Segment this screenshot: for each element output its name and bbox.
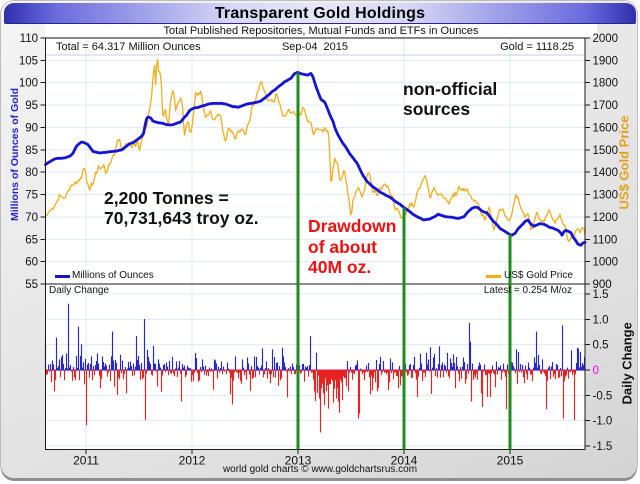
right-axis-tick-label: 1300 bbox=[593, 190, 619, 202]
left-axis-tick-label: 55 bbox=[25, 279, 38, 291]
left-axis-title: Millions of Ounces of Gold bbox=[9, 87, 21, 221]
left-axis-tick-label: 65 bbox=[25, 234, 38, 246]
daily-change-panel-label: Daily Change bbox=[49, 285, 110, 296]
window-title: Transparent Gold Holdings bbox=[214, 5, 426, 22]
chart-footer: world gold charts © www.goldchartsrus.co… bbox=[222, 464, 418, 475]
daily-change-axis-title: Daily Change bbox=[619, 321, 635, 404]
daily-change-bars bbox=[44, 303, 586, 433]
left-axis-tick-label: 60 bbox=[25, 257, 38, 269]
gold-price-readout: Gold = 1118.25 bbox=[500, 41, 574, 53]
left-axis-tick-label: 110 bbox=[20, 33, 38, 45]
right-axis-tick-label: 2000 bbox=[593, 33, 619, 45]
right-axis-title: US$ Gold Price bbox=[616, 115, 632, 209]
daily-change-tick-label: 0 bbox=[593, 365, 599, 377]
drawdown-annotation: Drawdown of about 40M oz. bbox=[308, 216, 396, 278]
ounces-legend-swatch bbox=[55, 275, 70, 278]
daily-change-tick-label: -1.5 bbox=[593, 441, 613, 453]
right-axis-tick-label: 1500 bbox=[593, 145, 619, 157]
right-axis-tick-label: 1600 bbox=[593, 122, 619, 134]
right-axis-tick-label: 1200 bbox=[593, 212, 619, 224]
right-axis-tick-label: 1800 bbox=[593, 78, 619, 90]
gold-legend-swatch bbox=[486, 275, 501, 278]
right-axis-tick-label: 1100 bbox=[593, 234, 618, 246]
right-axis-tick-label: 1900 bbox=[593, 55, 619, 67]
last-date-readout: Sep-04 2015 bbox=[281, 41, 349, 53]
axes-and-ticks: 55 60 65 70 75 80 85 90 95 100 105 110 900 1000 1100 12… bbox=[19, 33, 618, 468]
daily-change-tick-label: 1.5 bbox=[593, 289, 609, 301]
left-axis-tick-label: 80 bbox=[25, 167, 38, 179]
left-axis-tick-label: 105 bbox=[19, 55, 38, 67]
subtitle-band bbox=[45, 24, 597, 37]
ounces-legend-label: Millions of Ounces bbox=[72, 270, 154, 281]
right-axis-tick-label: 1700 bbox=[593, 100, 619, 112]
tonnes-annotation-line1: 2,200 Tonnes = bbox=[104, 187, 229, 208]
drawdown-annotation-line2: of about bbox=[308, 236, 378, 257]
right-axis-tick-label: 1400 bbox=[593, 167, 619, 179]
daily-change-tick-label: -0.5 bbox=[593, 390, 613, 402]
x-axis-tick-label: 2013 bbox=[285, 454, 312, 468]
event-lines bbox=[296, 72, 512, 450]
tonnes-annotation: 2,200 Tonnes = 70,731,643 troy oz. bbox=[104, 188, 259, 228]
left-axis-tick-label: 70 bbox=[25, 212, 38, 224]
left-axis-tick-label: 85 bbox=[25, 145, 38, 157]
bottom-plot-border bbox=[45, 283, 586, 450]
ounces-line bbox=[44, 71, 587, 247]
non-official-annotation: non-official sources bbox=[403, 79, 497, 120]
left-axis-tick-label: 100 bbox=[19, 78, 38, 90]
daily-change-tick-label: -1.0 bbox=[593, 416, 613, 428]
gold-price-line bbox=[44, 58, 586, 242]
drawdown-annotation-line1: Drawdown bbox=[308, 216, 397, 236]
left-axis-tick-label: 90 bbox=[25, 122, 38, 134]
x-axis-tick-label: 2014 bbox=[391, 454, 418, 468]
chart-subtitle: Total Published Repositories, Mutual Fun… bbox=[163, 24, 479, 37]
window-titlebar: Transparent Gold Holdings bbox=[4, 3, 636, 24]
x-axis-tick-label: 2011 bbox=[73, 454, 99, 468]
total-holdings-readout: Total = 64.317 Million Ounces bbox=[56, 41, 201, 53]
daily-change-tick-label: 0.5 bbox=[593, 340, 609, 352]
latest-change-readout: Latest = 0.254 M/oz bbox=[483, 285, 572, 296]
left-axis-tick-label: 95 bbox=[25, 100, 38, 112]
daily-change-tick-label: 1.0 bbox=[593, 314, 609, 326]
non-official-annotation-line1: non-official bbox=[403, 78, 498, 99]
price-and-holdings-series bbox=[44, 58, 587, 247]
x-axis-tick-label: 2012 bbox=[179, 454, 206, 468]
gold-legend-label: US$ Gold Price bbox=[504, 270, 573, 281]
x-axis-tick-label: 2015 bbox=[497, 454, 524, 468]
drawdown-annotation-line3: 40M oz. bbox=[308, 257, 372, 277]
non-official-annotation-line2: sources bbox=[403, 99, 471, 119]
right-axis-tick-label: 1000 bbox=[593, 257, 619, 269]
left-axis-tick-label: 75 bbox=[25, 190, 38, 202]
tonnes-annotation-line2: 70,731,643 troy oz. bbox=[104, 207, 259, 228]
right-axis-tick-label: 900 bbox=[593, 279, 612, 291]
